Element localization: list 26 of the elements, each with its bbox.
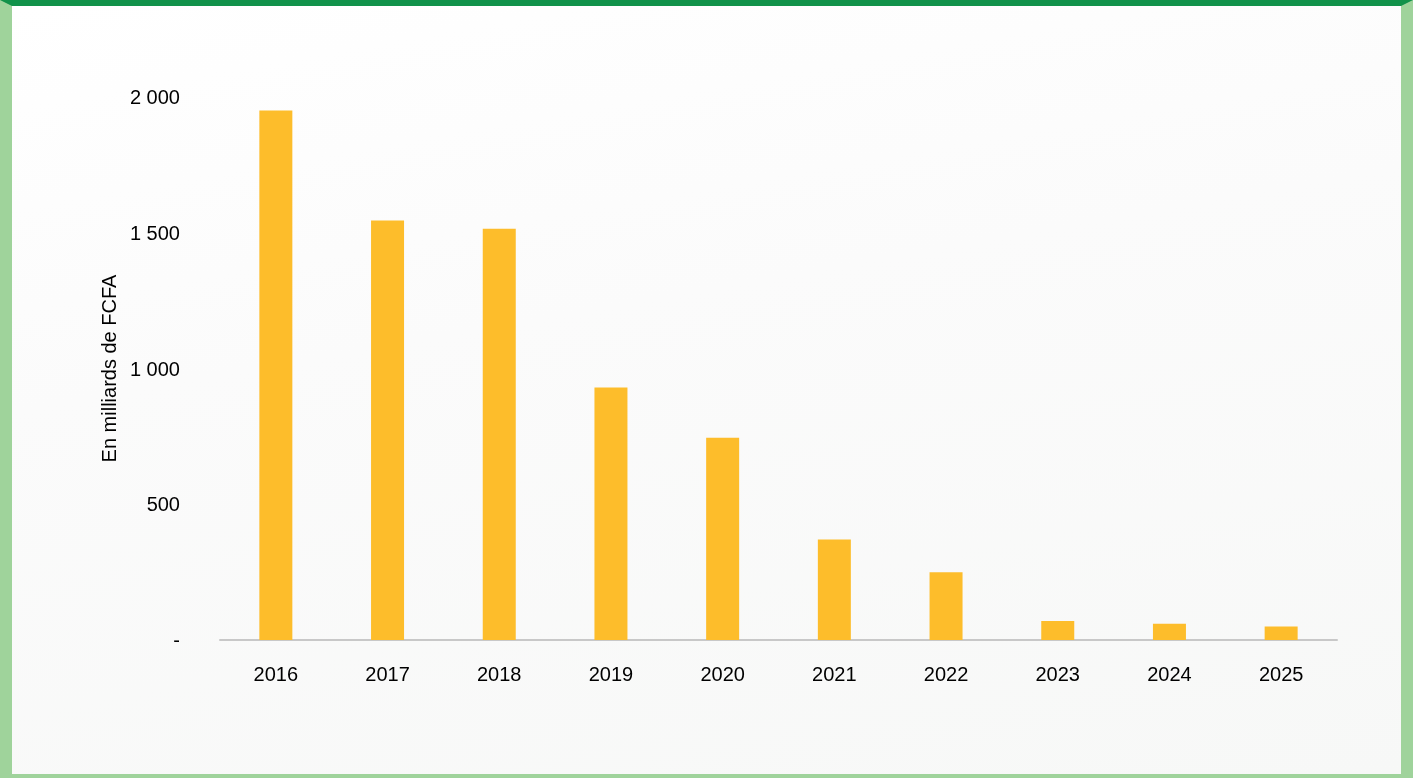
bar <box>706 437 740 640</box>
x-tick-label: 2019 <box>588 663 634 685</box>
x-tick-label: 2023 <box>1035 663 1080 685</box>
bar <box>482 228 516 640</box>
y-axis-title: En milliards de FCFA <box>98 273 121 463</box>
x-tick-label: 2021 <box>812 663 857 685</box>
x-tick-label: 2018 <box>477 663 522 685</box>
y-tick-label: - <box>173 629 180 651</box>
bar <box>594 387 628 640</box>
x-tick-label: 2025 <box>1258 663 1304 685</box>
bar <box>371 220 405 640</box>
x-tick-label: 2022 <box>923 663 969 685</box>
bar <box>259 110 293 640</box>
bar <box>1152 623 1186 640</box>
bar <box>929 572 963 640</box>
y-tick-label: 1 500 <box>129 221 180 244</box>
bar <box>817 539 851 640</box>
bar <box>1041 621 1075 640</box>
bar <box>1264 626 1298 640</box>
x-tick-label: 2017 <box>365 663 410 685</box>
y-tick-label: 500 <box>146 493 180 516</box>
x-tick-label: 2020 <box>700 663 745 685</box>
x-tick-label: 2016 <box>253 663 299 685</box>
y-tick-label: 1 000 <box>129 357 180 380</box>
x-tick-label: 2024 <box>1147 663 1192 685</box>
y-tick-label: 2 000 <box>129 86 180 108</box>
